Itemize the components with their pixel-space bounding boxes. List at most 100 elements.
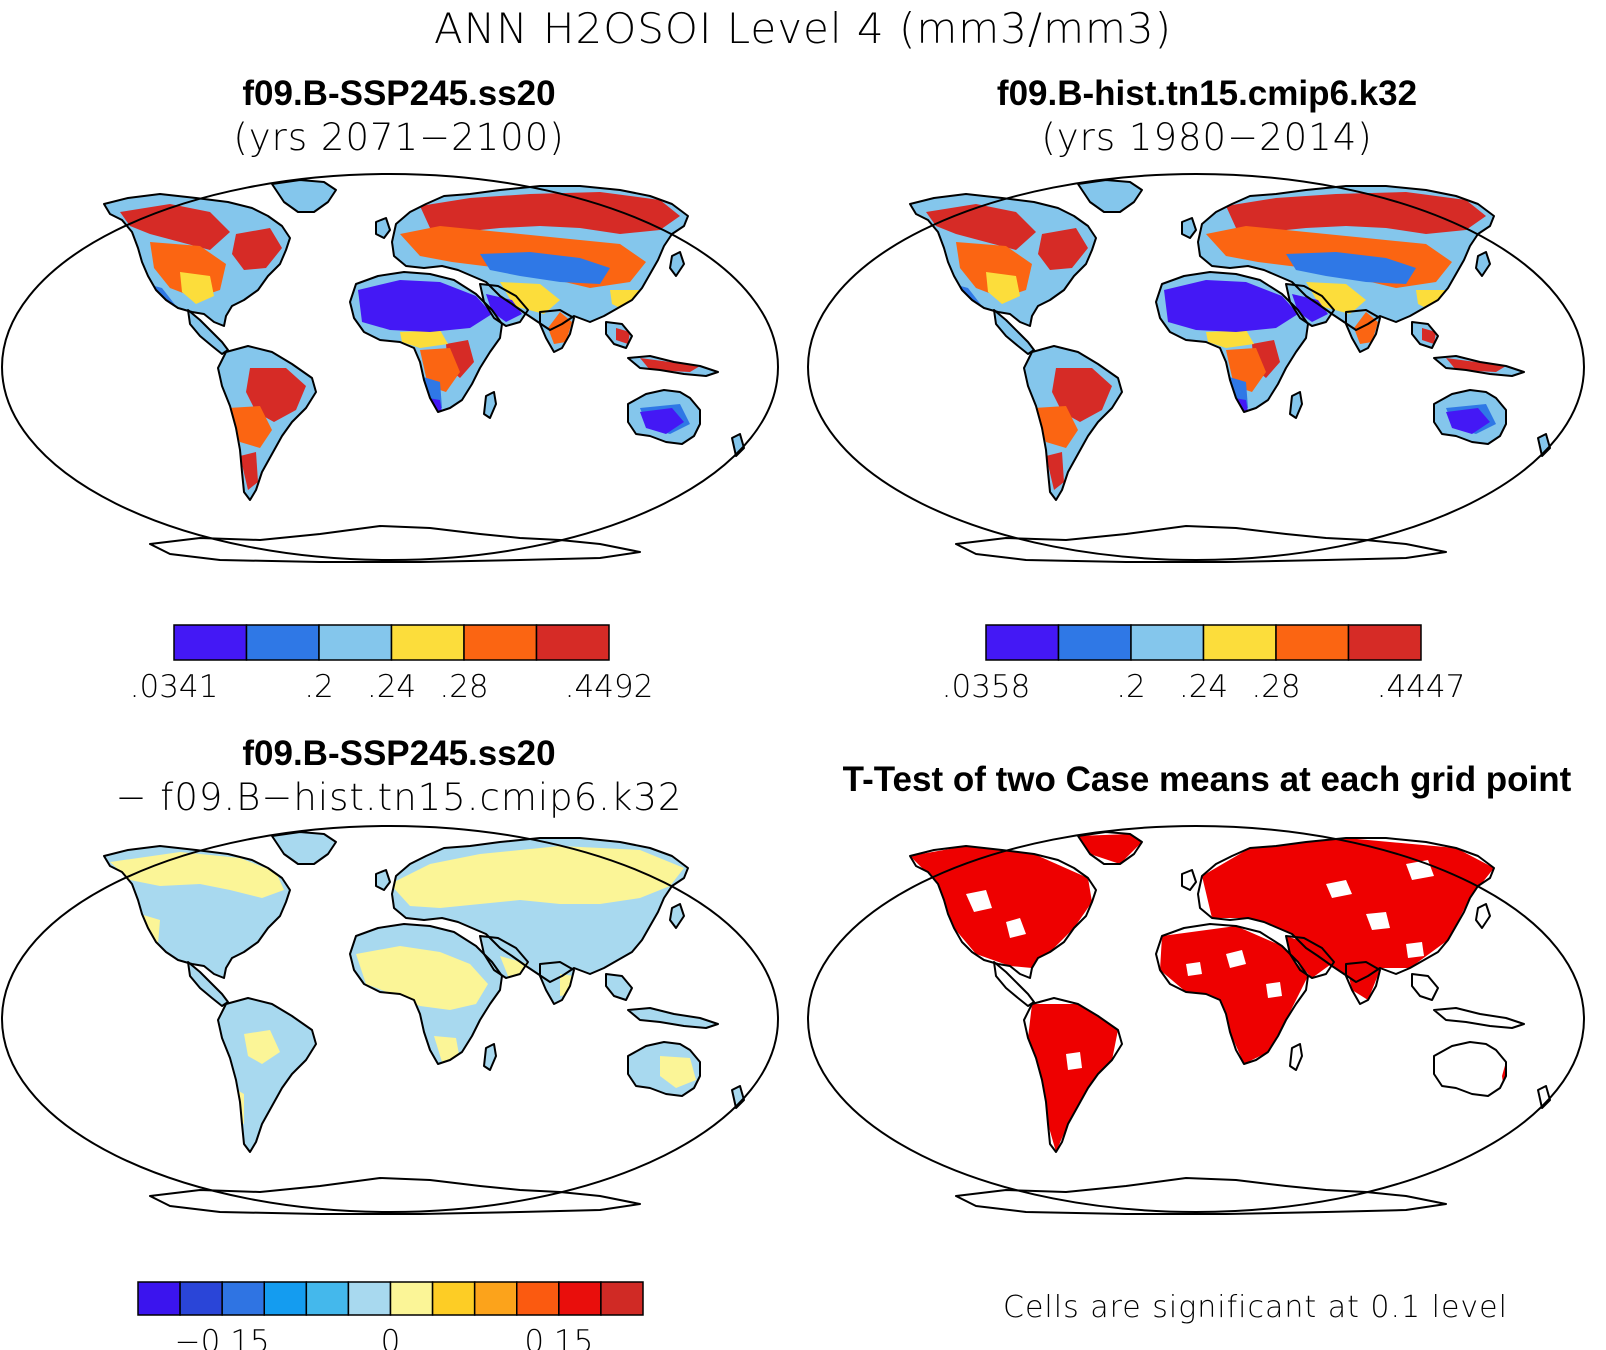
coastline-seAsia (605, 321, 633, 349)
colorbar-box-1 (179, 1281, 223, 1316)
colorbar-box-0 (173, 624, 248, 661)
coastline-indonesia (1433, 355, 1525, 377)
coastline-indonesia (627, 1007, 719, 1029)
coastline-australia (1433, 389, 1507, 445)
coastline-greenland (1077, 831, 1143, 865)
coastline-indonesia (627, 355, 719, 377)
coastline-japan (1475, 251, 1491, 277)
field-patch (1406, 860, 1434, 880)
colorbar-box-5 (535, 624, 610, 661)
coastline-uk (375, 217, 391, 239)
field-patch (660, 1056, 696, 1088)
map-border (807, 825, 1585, 1213)
coastline-northAmerica (103, 193, 291, 327)
colorbar-box-3 (263, 1281, 308, 1316)
field-patch (180, 272, 214, 304)
map-bottom-left (1, 825, 779, 1215)
map-border (1, 825, 779, 1213)
coastline-nz (731, 1085, 745, 1109)
coastline-india (1345, 309, 1381, 353)
field-patch (1034, 406, 1078, 448)
field-patch (1286, 252, 1416, 284)
panel-title-bottom-right: T-Test of two Case means at each grid po… (842, 760, 1572, 799)
field-patch (1028, 1004, 1118, 1152)
field-patch (232, 228, 282, 270)
colorbar-tick-label: .4492 (565, 669, 654, 705)
colorbar-tick-label: .2 (1116, 669, 1146, 705)
field-patch (390, 846, 684, 908)
field-patch (1206, 330, 1254, 348)
colorbar-bottom-left: −0.15 0 0.15 (137, 1281, 644, 1350)
coastline-africa (1155, 271, 1309, 413)
field-patch (1446, 408, 1490, 434)
coastline-india (539, 309, 575, 353)
colorbar-box-0 (137, 1281, 181, 1316)
field-patch (110, 852, 284, 898)
coastline-europeAsia (1197, 185, 1495, 331)
field-patch (986, 272, 1020, 304)
colorbar-box-1 (245, 624, 320, 661)
colorbar-box-5 (1347, 624, 1422, 661)
field-patch (640, 408, 684, 434)
coastline-arabia (1285, 283, 1335, 327)
coastline-northAmerica (909, 193, 1097, 327)
coastline-india (539, 961, 575, 1005)
colorbar-box-3 (1202, 624, 1277, 661)
coastline-africa (1155, 923, 1309, 1065)
colorbar-tick-label: .0358 (942, 669, 1031, 705)
coastline-greenland (271, 831, 337, 865)
field-patch (910, 846, 1092, 968)
coastline-nz (731, 433, 745, 457)
coastline-nz (1537, 433, 1551, 457)
coastline-japan (669, 251, 685, 277)
coastline-greenland (1077, 179, 1143, 213)
coastline-southAmerica (217, 997, 317, 1153)
map-border (807, 173, 1585, 561)
field-patch (1354, 312, 1378, 344)
coastline-antarctica (955, 1177, 1447, 1215)
field-patch (244, 1030, 280, 1064)
field-patch (1326, 880, 1352, 898)
map-bottom-right (807, 825, 1585, 1215)
coastline-southAmerica (217, 345, 317, 501)
coastline-uk (1181, 869, 1197, 891)
coastline-antarctica (955, 525, 1447, 563)
colorbar-box-10 (558, 1281, 602, 1316)
field-patch (616, 328, 630, 344)
coastline-africa (349, 271, 503, 413)
colorbar-box-6 (389, 1281, 434, 1316)
colorbar-tick-label: .28 (1251, 669, 1300, 705)
coastline-madagascar (1289, 391, 1303, 419)
coastline-europeAsia (391, 185, 689, 331)
colorbar-box-2 (318, 624, 393, 661)
colorbar-box-0 (985, 624, 1060, 661)
significance-note: Cells are significant at 0.1 level (1003, 1290, 1508, 1325)
coastline-greenland (271, 179, 337, 213)
colorbar-tick-label: .4447 (1377, 669, 1466, 705)
colorbar-tick-label: 0 (381, 1324, 401, 1350)
field-patch (228, 406, 272, 448)
colorbar-box-3 (390, 624, 465, 661)
field-patch (1066, 1052, 1082, 1070)
field-patch (1266, 982, 1282, 998)
field-patch (356, 946, 488, 1010)
colorbar-tick-label: 0.15 (524, 1324, 593, 1350)
field-patch (1226, 950, 1246, 968)
field-patch (358, 280, 492, 332)
map-border (1, 173, 779, 561)
field-patch (1046, 452, 1064, 490)
panel-subtitle-top-left: (yrs 2071−2100) (233, 116, 565, 159)
coastline-uk (1181, 217, 1197, 239)
coastline-antarctica (149, 525, 641, 563)
colorbar-tick-label: .24 (367, 669, 416, 705)
panel-title-top-right: f09.B-hist.tn15.cmip6.k32 (996, 74, 1418, 113)
coastline-northAmerica (909, 845, 1097, 979)
coastline-southAmerica (1023, 997, 1123, 1153)
panel-subtitle-top-right: (yrs 1980−2014) (1041, 116, 1373, 159)
coastline-indonesia (1433, 1007, 1525, 1029)
field-patch (1186, 962, 1202, 976)
coastline-australia (1433, 1041, 1507, 1097)
coastline-seAsia (1411, 973, 1439, 1001)
field-patch (1160, 926, 1308, 1064)
coastline-india (1345, 961, 1381, 1005)
